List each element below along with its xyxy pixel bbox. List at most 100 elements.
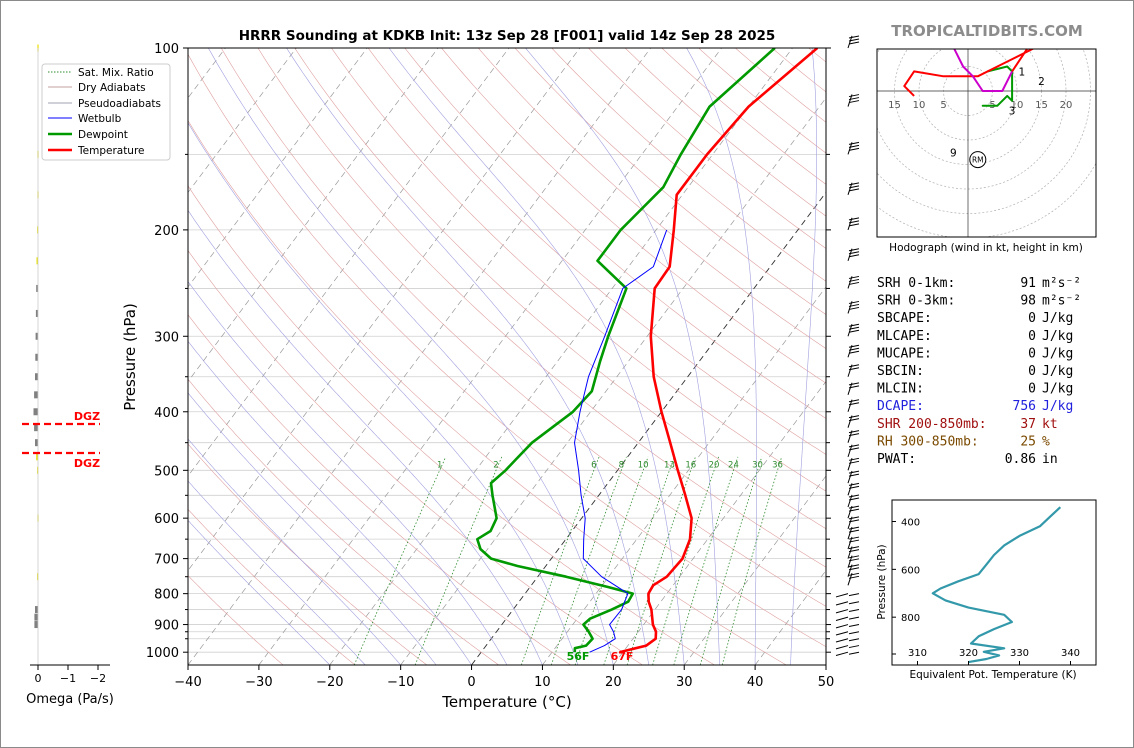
y-tick-label: 1000 [146, 646, 179, 661]
mixing-ratio-label: 20 [709, 460, 720, 470]
wind-barb [847, 494, 860, 508]
dry-adiabat [257, 48, 826, 568]
wind-barb [847, 300, 860, 314]
stat-value: 0 [1028, 311, 1036, 326]
skewt-legend: Sat. Mix. Ratio Dry Adiabats Pseudoadiab… [41, 63, 171, 161]
wind-barb [847, 555, 860, 568]
omega-x-axis-label: Omega (Pa/s) [26, 692, 114, 707]
stat-label: SRH 0-1km: [877, 276, 955, 291]
y-tick-label: 200 [154, 224, 179, 239]
x-tick-label: 40 [747, 675, 764, 690]
pseudoadiabat [188, 122, 579, 665]
mixing-ratio-label: 24 [728, 460, 739, 470]
dry-adiabat [404, 48, 826, 419]
isotherm-line [188, 48, 510, 477]
dry-adiabat [188, 378, 499, 665]
y-tick-label: 400 [154, 406, 179, 421]
stat-value: 0 [1028, 346, 1036, 361]
wind-barb [835, 609, 860, 614]
y-tick-label: 800 [154, 588, 179, 603]
stat-value: 91 [1020, 276, 1036, 291]
theta-e-line [931, 506, 1062, 664]
wind-barb [847, 457, 860, 471]
x-tick-label: −20 [316, 675, 343, 690]
isotherm-line [188, 48, 297, 193]
wind-barb [847, 516, 860, 530]
wind-barb [847, 526, 860, 540]
x-tick-label: 0 [467, 675, 475, 690]
stat-unit: J/kg [1042, 346, 1073, 361]
theta-e-plot-area [891, 499, 1097, 666]
wind-barb [835, 631, 860, 636]
stat-unit: J/kg [1042, 311, 1073, 326]
omega-bar [36, 284, 38, 292]
stat-label: RH 300-850mb: [877, 434, 979, 449]
hodograph-caption: Hodograph (wind in kt, height in km) [889, 242, 1083, 254]
stat-label: SHR 200-850mb: [877, 417, 987, 432]
stat-unit: J/kg [1042, 399, 1073, 414]
x-tick-label: 20 [605, 675, 622, 690]
mixing-ratio-label: 6 [591, 460, 596, 470]
mixing-ratio-label: 30 [752, 460, 763, 470]
hodograph-segment [953, 49, 1013, 92]
theta-e-y-tick-label: 800 [901, 613, 920, 624]
pseudoadiabat [686, 48, 757, 665]
wind-barb [847, 217, 860, 231]
isotherm-line [471, 191, 826, 665]
mixing-ratio-label: 36 [772, 460, 783, 470]
dgz-label-bottom: DGZ [74, 457, 100, 470]
wind-barb [847, 35, 860, 49]
hodograph-ring-label: 15 [888, 100, 901, 111]
wind-barb [847, 444, 860, 458]
theta-e-y-tick-label: 400 [901, 518, 920, 529]
isotherm-line [542, 286, 826, 665]
theta-e-x-tick-label: 340 [1061, 648, 1080, 659]
wind-barb [847, 564, 860, 577]
stat-unit: J/kg [1042, 364, 1073, 379]
x-tick-label: −40 [174, 675, 201, 690]
pseudoadiabat [188, 480, 366, 665]
y-tick-label: 900 [154, 619, 179, 634]
stat-value: 25 [1020, 434, 1036, 449]
legend-mix-ratio: Sat. Mix. Ratio [78, 67, 154, 79]
x-tick-label: 10 [534, 675, 551, 690]
dry-adiabat [220, 48, 826, 607]
skewt-plot-area [188, 48, 826, 665]
dry-adiabat [294, 48, 826, 530]
wind-barb [835, 645, 860, 650]
x-tick-label: −10 [387, 675, 414, 690]
pseudoadiabat [188, 392, 437, 665]
wind-barb [847, 505, 860, 519]
x-tick-label: −30 [245, 675, 272, 690]
x-tick-label: 50 [818, 675, 835, 690]
isotherm-line [258, 48, 722, 665]
stat-value: 0.86 [1005, 452, 1036, 467]
watermark: TROPICALTIDBITS.COM [891, 22, 1083, 40]
wind-barb [835, 616, 860, 621]
stat-label: PWAT: [877, 452, 916, 467]
dry-adiabat [188, 250, 643, 665]
mixing-ratio-label: 2 [493, 460, 498, 470]
pseudoadiabat [525, 48, 720, 665]
mixing-ratio-line [626, 456, 696, 665]
omega-panel: 0 −1 −2 Omega (Pa/s) DGZ DGZ [22, 44, 114, 707]
hodograph-height-label: 2 [1038, 76, 1045, 88]
wind-barb [847, 382, 860, 395]
wind-barb [835, 601, 860, 606]
omega-x-tick-label: 0 [35, 672, 42, 685]
isotherm-line [188, 48, 368, 288]
omega-x-tick-label: −1 [60, 672, 76, 685]
wind-barbs [835, 35, 860, 656]
omega-bar [34, 613, 38, 621]
mixing-ratio-line [673, 456, 739, 665]
dry-adiabat [188, 185, 715, 665]
stat-value: 756 [1013, 399, 1036, 414]
mixing-ratio-label: 10 [638, 460, 649, 470]
y-tick-label: 300 [154, 330, 179, 345]
stat-label: SBCIN: [877, 364, 924, 379]
omega-bar [36, 453, 38, 461]
y-tick-label: 600 [154, 512, 179, 527]
stat-value: 0 [1028, 364, 1036, 379]
